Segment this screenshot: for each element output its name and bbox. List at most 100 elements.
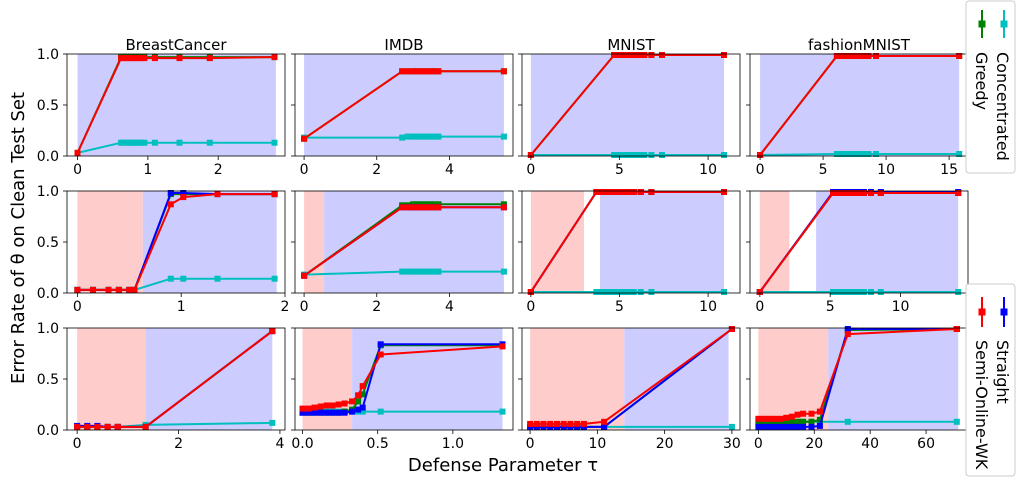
panel-2-2-xtick-label: 30 <box>723 436 741 452</box>
panel-1-2-xtick-label: 5 <box>615 299 624 315</box>
panel-0-1-series-red-point <box>417 68 424 75</box>
panel-0-3-series-cyan-point <box>849 151 856 157</box>
panel-2-0-ytick-label: 0.5 <box>37 372 59 388</box>
panel-2-3-series-cyan-point <box>953 418 960 425</box>
panel-1-2-series-red-point <box>614 189 621 195</box>
panel-0-1-series-red-point <box>404 68 411 75</box>
panel-0-0-ytick-label: 0.5 <box>37 98 59 114</box>
panel-2-3-series-green-point <box>800 418 807 425</box>
panel-2-3-xtick-label: 40 <box>861 436 879 452</box>
panel-0-1-series-red-point <box>301 135 308 142</box>
legend-bottom-straight-label: Straight <box>993 340 1012 404</box>
panel-0-3-series-red-point <box>956 53 963 59</box>
panel-2-0-ytick-label: 0.0 <box>37 423 59 439</box>
panel-1-1-span-0 <box>304 191 325 293</box>
panel-1-0-series-cyan-point <box>271 275 278 282</box>
panel-1-0-series-red-point <box>115 286 122 293</box>
panel-1-2-series-cyan-point <box>593 289 600 295</box>
panel-0-3-series-red-point <box>837 53 844 59</box>
panel-1-2-xtick-label: 10 <box>699 299 717 315</box>
panel-1-3-span-1 <box>816 191 959 293</box>
panel-1-0-ytick-label: 0.0 <box>37 286 59 302</box>
panel-0-3: 0 5 10 15 fashionMNIST <box>746 36 969 178</box>
panel-1-1-series-cyan-point <box>404 268 411 275</box>
panel-2-3-series-blue-point <box>808 423 815 430</box>
panel-2-3-xtick-label: 0 <box>754 436 763 452</box>
panel-1-2-series-cyan-point <box>609 289 616 295</box>
panel-1-0-series-cyan-point <box>180 275 187 282</box>
panel-1-2-series-red-point <box>598 189 605 195</box>
panel-1-1-series-red-point <box>417 204 424 211</box>
panel-1-2-series-cyan-point <box>648 289 655 295</box>
panel-0-2-series-cyan-point <box>641 152 648 158</box>
panel-1-0-ytick-label: 1.0 <box>37 184 59 200</box>
panel-0-1-series-red-point <box>431 68 438 75</box>
panel-1-0-span-0 <box>77 191 143 293</box>
panel-0-1-xtick-label: 4 <box>445 162 454 178</box>
panel-1-1-series-red-point <box>399 204 406 211</box>
legend-bottom-straight-marker <box>1000 297 1008 327</box>
panel-0-1-series-cyan-point <box>421 133 427 140</box>
legend-top-greedy-label: Greedy <box>972 52 991 110</box>
panel-2-0-series-red-point <box>94 423 101 430</box>
panel-1-1-series-cyan-point <box>428 268 435 275</box>
panel-1-2: 0 5 10 <box>518 189 741 315</box>
panel-2-3-series-red-point <box>755 415 762 422</box>
panel-1-0-xtick-label: 1 <box>177 299 186 315</box>
panel-0-1-series-cyan-point <box>424 133 431 140</box>
panel-1-2-series-red-point <box>527 289 534 295</box>
panel-0-0-series-red-point <box>151 55 158 62</box>
panel-1-3-span-0 <box>759 191 790 293</box>
panel-2-3-series-red-point <box>761 415 767 422</box>
panel-1-2-xtick-label: 0 <box>526 299 535 315</box>
panel-2-3-series-blue-point <box>783 423 790 430</box>
panel-0-3-series-cyan-point <box>956 151 963 157</box>
panel-0-3-series-cyan-point <box>845 151 852 157</box>
panel-1-0-series-red-point <box>214 191 221 198</box>
panel-0-3-xtick-label: 5 <box>819 162 828 178</box>
panel-2-1-series-red-point <box>341 400 348 407</box>
panel-2-3-series-blue-point <box>800 423 807 430</box>
panel-2-3-series-red-point <box>772 415 779 422</box>
panel-2-1-series-blue-point <box>349 408 356 415</box>
panel-0-3-series-red-point <box>833 53 840 59</box>
panel-1-3-series-cyan-point <box>868 289 874 295</box>
panel-0-0-series-red-point <box>137 55 144 62</box>
panel-0-2-series-cyan-point <box>630 152 637 158</box>
panel-1-1-series-cyan-point <box>500 268 507 275</box>
panel-1-1-series-red-point <box>410 204 417 211</box>
panel-2-3-series-red-point <box>794 411 801 418</box>
panel-2-3-series-red-point <box>844 331 851 338</box>
panel-1-0-series-red-point <box>180 194 187 201</box>
panel-1-1-series-cyan-point <box>410 268 417 275</box>
panel-0-1-title: IMDB <box>384 36 423 54</box>
panel-2-1-series-red-point <box>349 398 356 405</box>
panel-2-1-series-green-point <box>359 391 366 398</box>
legend-bottom-semi-online-marker <box>978 297 986 327</box>
panel-0-2-title: MNIST <box>607 36 655 54</box>
panel-2-1-xtick-label: 0.0 <box>291 436 313 452</box>
panel-2-1-series-red-point <box>305 405 312 412</box>
panel-2-1-series-blue-point <box>359 404 366 411</box>
panel-1-2-series-red-point <box>609 189 616 195</box>
panel-1-3-series-cyan-point <box>860 289 867 295</box>
legend-top-concentrated-label: Concentrated <box>993 52 1012 161</box>
panel-1-3-series-red-point <box>830 190 836 196</box>
panel-1-2-series-cyan-point <box>598 289 605 295</box>
panel-0-1-series-red-point <box>428 68 435 75</box>
panel-1-2-series-red-point <box>630 189 637 195</box>
panel-0-0-xtick-label: 2 <box>214 162 223 178</box>
legend-top-concentrated-marker <box>1000 10 1008 38</box>
panel-2-2-series-red-point <box>580 420 587 427</box>
panel-2-2-series-red-point <box>540 420 547 427</box>
panel-1-1-series-red-point <box>500 204 507 211</box>
panel-0-3-series-cyan-point <box>865 151 872 157</box>
panel-0-2-series-cyan-point <box>636 152 642 158</box>
panel-1-0-xtick-label: 0 <box>73 299 82 315</box>
panel-0-0-ytick-label: 1.0 <box>37 47 59 63</box>
panel-1-3-series-red-point <box>842 190 849 196</box>
x-axis-label: Defense Parameter τ <box>408 455 598 476</box>
panel-2-3-series-red-point <box>953 326 960 332</box>
panel-0-2-series-red-point <box>527 152 534 158</box>
panel-0-2-series-red-point <box>614 52 621 58</box>
